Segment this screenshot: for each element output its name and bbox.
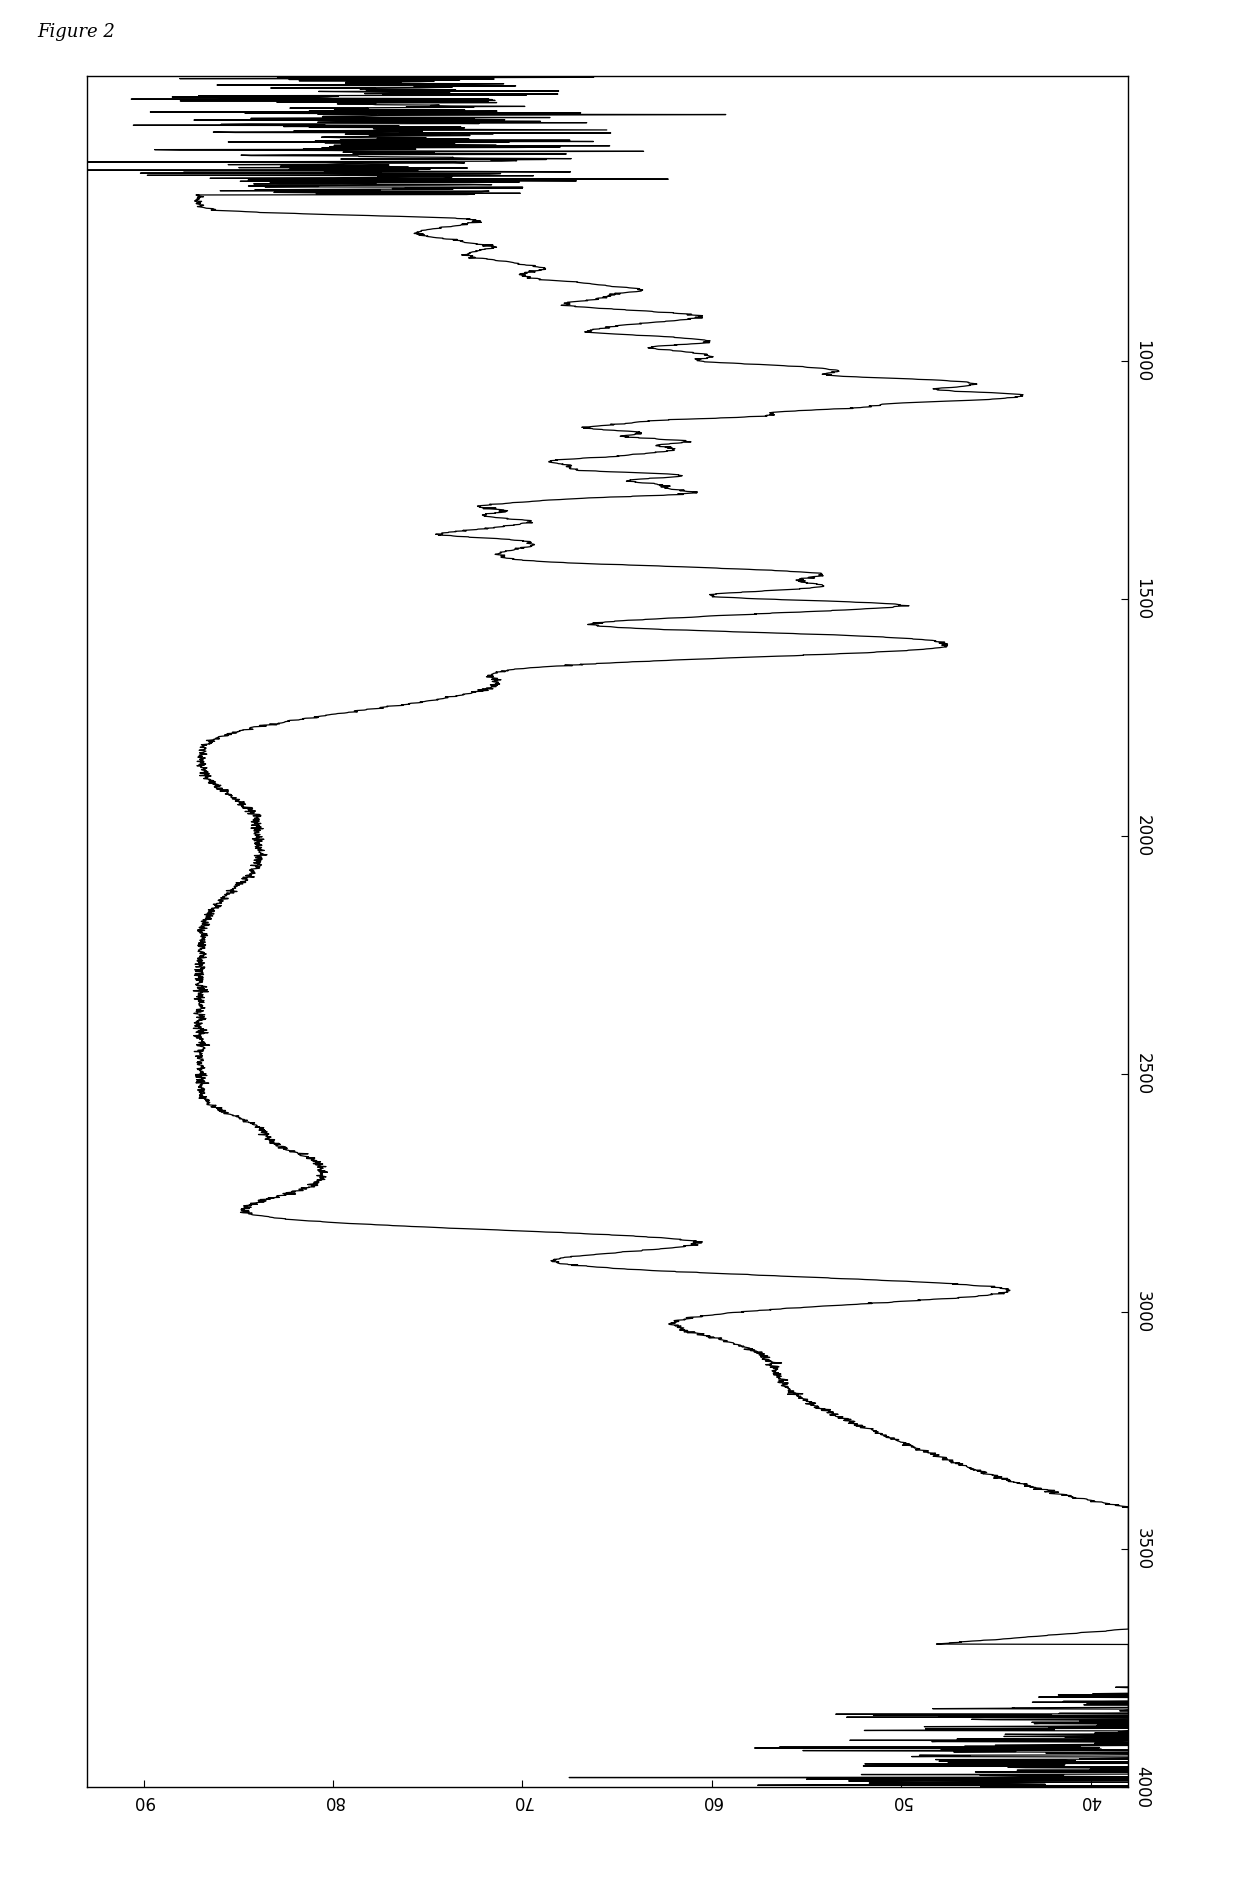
Text: Figure 2: Figure 2 [37,23,115,40]
